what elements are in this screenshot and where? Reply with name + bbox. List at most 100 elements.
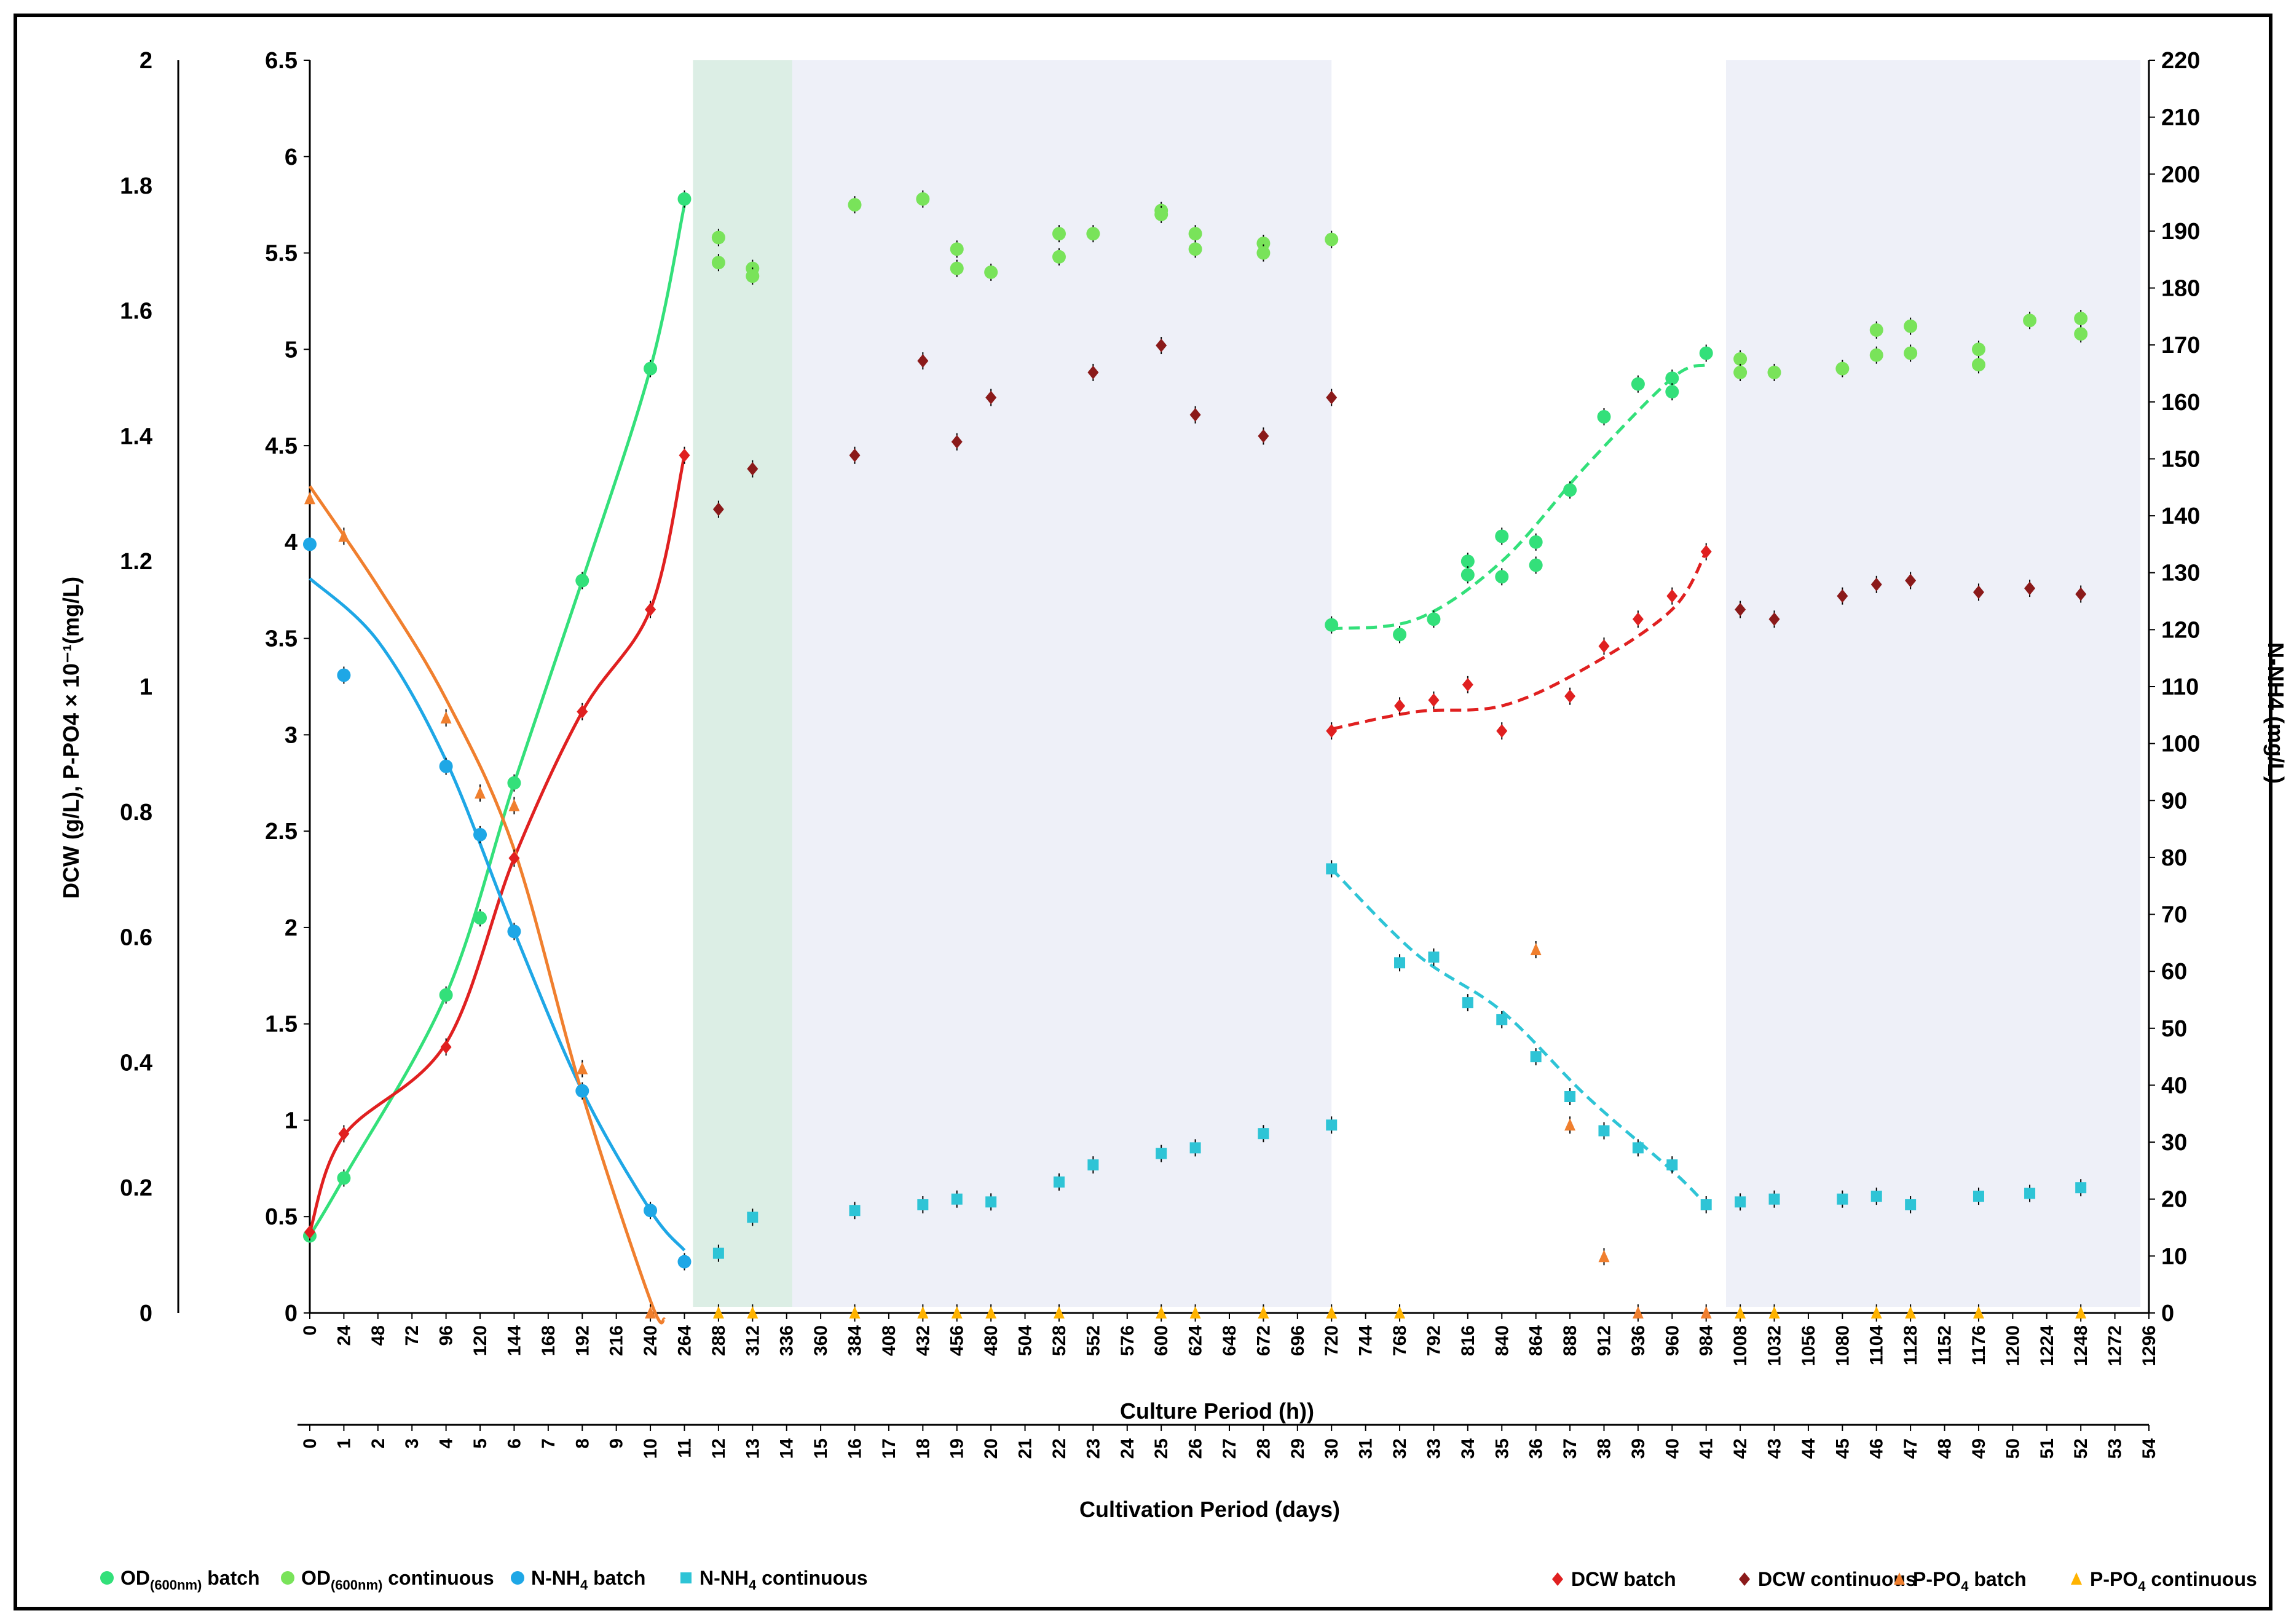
- left-tick-label: 6.5: [265, 48, 298, 74]
- x-day-tick-label: 20: [981, 1438, 1001, 1459]
- series-dcw-batch: [304, 446, 1712, 1241]
- x-day-tick-label: 12: [709, 1438, 729, 1459]
- x-hour-tick-label: 384: [845, 1325, 865, 1356]
- left-tick-label: 0.5: [265, 1204, 298, 1230]
- left-tick-label: 4: [285, 530, 298, 556]
- data-point: [1971, 342, 1985, 357]
- x-day-tick-label: 21: [1015, 1438, 1036, 1459]
- data-point: [1564, 689, 1576, 703]
- x-hour-tick-label: 360: [811, 1325, 831, 1356]
- data-point: [1188, 242, 1202, 256]
- x-hour-tick-label: 1248: [2071, 1325, 2091, 1366]
- data-point: [508, 851, 520, 865]
- data-point: [679, 448, 690, 462]
- left-tick-label: 5: [285, 337, 298, 363]
- p-tick-label: 1.2: [120, 549, 152, 575]
- data-point: [507, 924, 521, 939]
- right-tick-label: 200: [2161, 162, 2200, 187]
- x-hour-tick-label: 696: [1288, 1325, 1308, 1356]
- x-day-tick-label: 32: [1390, 1438, 1410, 1459]
- data-point: [338, 529, 350, 542]
- x-hour-tick-label: 864: [1526, 1325, 1547, 1356]
- data-point: [951, 1193, 963, 1205]
- data-point: [1837, 1193, 1848, 1205]
- right-tick-label: 140: [2161, 503, 2200, 529]
- left-tick-label: 0: [285, 1301, 298, 1326]
- data-point: [1973, 585, 1984, 599]
- legend-label: DCW continuous: [1758, 1568, 1917, 1590]
- legend-marker: [511, 1571, 524, 1585]
- x-day-tick-label: 39: [1628, 1438, 1649, 1459]
- shaded-region-1: [792, 60, 1332, 1307]
- data-point: [644, 361, 658, 376]
- x-hour-tick-label: 192: [572, 1325, 593, 1356]
- x-day-tick-label: 41: [1697, 1438, 1717, 1459]
- data-point: [1529, 535, 1543, 549]
- left-tick-label: 3.5: [265, 626, 298, 652]
- x-day-tick-label: 33: [1424, 1438, 1444, 1459]
- x-hour-tick-label: 816: [1458, 1325, 1478, 1356]
- data-point: [2074, 327, 2088, 341]
- data-point: [985, 390, 997, 404]
- p-tick-label: 1.4: [120, 424, 152, 449]
- x-day-tick-label: 18: [913, 1438, 933, 1459]
- shaded-regions: [693, 60, 2141, 1307]
- data-point: [1495, 570, 1509, 584]
- right-tick-label: 70: [2161, 902, 2187, 928]
- x-hour-tick-label: 984: [1697, 1325, 1717, 1356]
- x-hour-tick-label: 1032: [1765, 1325, 1785, 1366]
- x-day-tick-label: 5: [470, 1438, 491, 1449]
- p-tick-label: 0.2: [120, 1175, 152, 1201]
- right-tick-label: 130: [2161, 561, 2200, 586]
- right-tick-label: 0: [2161, 1301, 2174, 1326]
- data-point: [1393, 628, 1407, 642]
- series-n-nh4-batch: [303, 535, 692, 1271]
- x-day-tick-label: 13: [743, 1438, 763, 1459]
- right-tick-label: 120: [2161, 617, 2200, 643]
- data-point: [1768, 1193, 1780, 1205]
- data-point: [1053, 1176, 1065, 1188]
- data-point: [711, 231, 725, 245]
- legend-item-1: OD(600nm) continuous: [281, 1567, 494, 1593]
- data-point: [507, 776, 521, 790]
- x-day-tick-label: 45: [1832, 1438, 1853, 1459]
- left-tick-label: 2.5: [265, 819, 298, 845]
- data-point: [1631, 377, 1645, 391]
- data-point: [575, 1084, 589, 1098]
- data-point: [917, 354, 929, 368]
- x-hour-tick-label: 72: [402, 1325, 422, 1346]
- x-day-tick-label: 19: [947, 1438, 968, 1459]
- x-day-tick-label: 14: [777, 1438, 797, 1459]
- p-tick-label: 1: [140, 674, 152, 700]
- data-point: [1973, 1191, 1984, 1202]
- legend-marker: [1552, 1572, 1563, 1586]
- x-day-tick-label: 25: [1151, 1438, 1172, 1459]
- x-day-tick-label: 29: [1288, 1438, 1308, 1459]
- right-tick-label: 20: [2161, 1187, 2187, 1213]
- x-day-tick-label: 8: [572, 1438, 593, 1449]
- x-day-axis-label: Cultivation Period (days): [1079, 1497, 1340, 1522]
- data-point: [1256, 236, 1271, 250]
- right-tick-label: 60: [2161, 959, 2187, 985]
- right-tick-label: 50: [2161, 1016, 2187, 1042]
- data-point: [1326, 724, 1338, 738]
- x-day-tick-label: 26: [1186, 1438, 1206, 1459]
- data-point: [439, 759, 453, 773]
- fit-curve-5: [1331, 551, 1708, 731]
- data-point: [1462, 677, 1473, 692]
- data-point: [1632, 1306, 1644, 1319]
- series-od-600nm-batch: [303, 190, 1713, 1245]
- data-point: [1495, 529, 1509, 543]
- x-hour-tick-label: 336: [777, 1325, 797, 1356]
- x-day-tick-label: 16: [845, 1438, 865, 1459]
- x-hour-tick-label: 720: [1322, 1325, 1342, 1356]
- x-hour-tick-label: 672: [1253, 1325, 1274, 1356]
- data-point: [849, 1306, 861, 1319]
- data-point: [712, 1306, 724, 1319]
- data-point: [1870, 1191, 1882, 1202]
- data-point: [1394, 1306, 1406, 1319]
- x-hour-tick-label: 408: [879, 1325, 899, 1356]
- x-hour-tick-label: 840: [1492, 1325, 1512, 1356]
- x-hour-tick-label: 168: [538, 1325, 559, 1356]
